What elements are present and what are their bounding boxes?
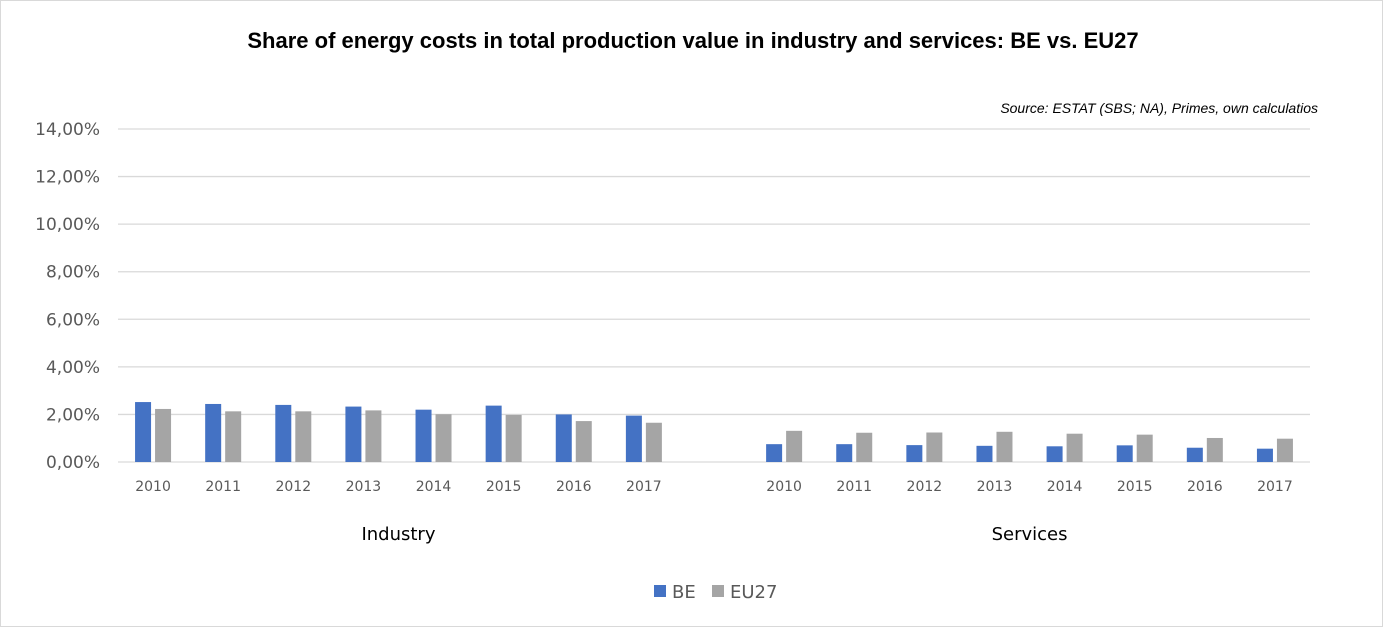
bar-services-eu27-2014 bbox=[1066, 433, 1083, 462]
bar-services-eu27-2012 bbox=[926, 432, 943, 462]
legend-label-be: BE bbox=[672, 582, 696, 603]
x-axis: 2010 2011 2012 2013 2014 2015 2016 2017 Industry… bbox=[135, 479, 1293, 545]
y-tick-label: 8,00% bbox=[46, 263, 100, 283]
bar-services-be-2010 bbox=[766, 444, 783, 462]
bar-industry-be-2013 bbox=[345, 406, 362, 462]
bar-industry-be-2010 bbox=[135, 402, 152, 462]
x-tick-label: 2017 bbox=[626, 479, 662, 495]
x-tick-label: 2010 bbox=[135, 479, 171, 495]
bar-industry-eu27-2012 bbox=[295, 411, 312, 462]
x-tick-label: 2016 bbox=[556, 479, 592, 495]
bar-services-be-2016 bbox=[1186, 447, 1203, 462]
x-tick-label: 2015 bbox=[1117, 479, 1153, 495]
x-tick-label: 2011 bbox=[836, 479, 872, 495]
chart-title: Share of energy costs in total productio… bbox=[247, 28, 1139, 53]
bar-services-eu27-2013 bbox=[996, 431, 1013, 462]
bar-industry-eu27-2014 bbox=[435, 414, 452, 462]
y-tick-label: 2,00% bbox=[46, 405, 100, 425]
bar-industry-eu27-2017 bbox=[645, 422, 662, 462]
bar-industry-be-2016 bbox=[555, 414, 572, 462]
y-tick-label: 14,00% bbox=[35, 120, 100, 140]
bar-industry-eu27-2013 bbox=[365, 410, 382, 462]
x-tick-label: 2016 bbox=[1187, 479, 1223, 495]
bars bbox=[135, 402, 1293, 462]
bar-services-be-2011 bbox=[836, 444, 853, 462]
x-tick-label: 2012 bbox=[907, 479, 943, 495]
legend-swatch-eu27 bbox=[712, 585, 724, 597]
x-tick-label: 2017 bbox=[1257, 479, 1293, 495]
bar-services-be-2013 bbox=[976, 445, 993, 462]
y-axis: 0,00% 2,00% 4,00% 6,00% 8,00% 10,00% 12,00% 14,… bbox=[35, 120, 100, 473]
bar-industry-be-2011 bbox=[205, 403, 222, 462]
source-annotation: Source: ESTAT (SBS; NA), Primes, own cal… bbox=[1000, 100, 1318, 116]
x-tick-label: 2014 bbox=[1047, 479, 1083, 495]
bar-industry-be-2012 bbox=[275, 404, 292, 462]
x-tick-label: 2010 bbox=[766, 479, 802, 495]
bar-industry-eu27-2015 bbox=[505, 414, 522, 462]
bar-industry-be-2017 bbox=[625, 415, 642, 462]
x-tick-label: 2014 bbox=[416, 479, 452, 495]
bar-industry-eu27-2011 bbox=[225, 411, 242, 462]
bar-industry-be-2014 bbox=[415, 409, 432, 462]
bar-industry-eu27-2010 bbox=[155, 408, 172, 462]
x-tick-label: 2013 bbox=[346, 479, 382, 495]
bar-services-be-2015 bbox=[1116, 445, 1133, 462]
y-tick-label: 12,00% bbox=[35, 168, 100, 188]
y-tick-label: 0,00% bbox=[46, 453, 100, 473]
bar-services-eu27-2017 bbox=[1276, 438, 1293, 462]
bar-services-eu27-2010 bbox=[786, 430, 803, 462]
bar-services-eu27-2016 bbox=[1206, 437, 1223, 462]
legend-label-eu27: EU27 bbox=[730, 582, 777, 603]
y-tick-label: 6,00% bbox=[46, 310, 100, 330]
x-tick-label: 2012 bbox=[275, 479, 311, 495]
bar-industry-be-2015 bbox=[485, 405, 502, 462]
gridlines bbox=[118, 128, 1310, 463]
bar-services-eu27-2015 bbox=[1136, 434, 1153, 462]
y-tick-label: 10,00% bbox=[35, 215, 100, 235]
bar-services-eu27-2011 bbox=[856, 432, 873, 462]
group-label-services: Services bbox=[992, 524, 1068, 545]
bar-services-be-2014 bbox=[1046, 446, 1063, 462]
x-tick-label: 2013 bbox=[977, 479, 1013, 495]
y-tick-label: 4,00% bbox=[46, 358, 100, 378]
bar-services-be-2017 bbox=[1256, 448, 1273, 462]
legend-swatch-be bbox=[654, 585, 666, 597]
bar-industry-eu27-2016 bbox=[575, 421, 592, 462]
legend: BE EU27 bbox=[654, 582, 777, 603]
bar-services-be-2012 bbox=[906, 445, 923, 462]
group-label-industry: Industry bbox=[361, 524, 435, 545]
x-tick-label: 2015 bbox=[486, 479, 522, 495]
x-tick-label: 2011 bbox=[205, 479, 241, 495]
